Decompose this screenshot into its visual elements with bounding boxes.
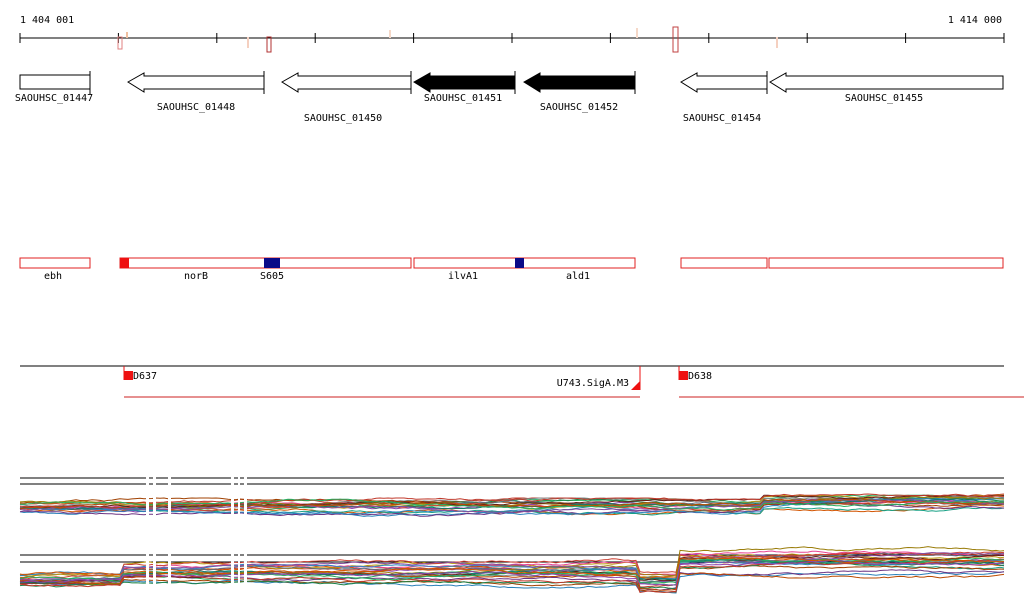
operon-label-norb: norB — [184, 271, 208, 282]
axis-peak — [126, 32, 128, 38]
expression-profile-line — [19, 498, 1005, 513]
segment-label-u743: U743.SigA.M3 — [557, 378, 629, 389]
axis-ticks — [19, 33, 1005, 43]
expression-profile-line — [19, 546, 1005, 585]
operon-box-01455[interactable] — [768, 257, 1004, 269]
expression-profile-line — [19, 494, 1005, 509]
gene-label: SAOUHSC_01454 — [683, 113, 761, 124]
expression-profile-line — [19, 497, 1005, 512]
gene-body — [19, 74, 91, 90]
segment-label-d637: D637 — [133, 371, 157, 382]
operon-label-ilva1: ilvA1 — [448, 271, 478, 282]
expression-profile-line — [19, 551, 1005, 580]
expression-profile-line — [19, 559, 1005, 586]
operon-start-marker — [120, 258, 129, 268]
expression-profile-line — [19, 550, 1005, 583]
gene-arrow — [281, 72, 412, 93]
operon-box-01454[interactable] — [680, 257, 768, 269]
expression-profiles-lower — [19, 546, 1005, 594]
tss-marker-d637[interactable] — [124, 371, 133, 380]
expression-gap — [238, 470, 240, 596]
operon-track: ebh norB S605 ilvA1 ald1 — [19, 257, 1004, 282]
gene-saouhsc-01455[interactable]: SAOUHSC_01455 — [769, 72, 1004, 104]
gene-label: SAOUHSC_01447 — [15, 93, 93, 104]
expression-profile-line — [19, 558, 1005, 580]
gene-label: SAOUHSC_01451 — [424, 93, 502, 104]
axis-peak — [247, 37, 249, 48]
axis-peak — [672, 26, 679, 53]
axis-end-label: 1 414 000 — [948, 15, 1002, 26]
gene-arrow — [127, 72, 265, 93]
operon-box-ebh[interactable] — [19, 257, 91, 269]
expression-profile-line — [19, 498, 1005, 510]
operon-box-ilva1-ald1[interactable] — [413, 257, 636, 269]
expression-gap — [168, 470, 171, 596]
gene-arrow — [413, 72, 516, 93]
axis-peak — [776, 37, 778, 48]
gene-saouhsc-01454[interactable]: SAOUHSC_01454 — [680, 71, 768, 124]
expression-profile-line — [19, 498, 1005, 511]
coordinate-axis: 1 404 001 1 414 000 — [19, 15, 1005, 53]
axis-start-label: 1 404 001 — [20, 15, 74, 26]
axis-peaks — [117, 26, 778, 53]
operon-marker-blue — [515, 258, 524, 268]
segment-label-d638: D638 — [688, 371, 712, 382]
operon-label-s605: S605 — [260, 271, 284, 282]
gene-arrow — [680, 72, 768, 93]
expression-profile-line — [19, 557, 1005, 579]
expression-gap — [146, 470, 149, 596]
gene-saouhsc-01450[interactable]: SAOUHSC_01450 — [281, 71, 412, 124]
gene-saouhsc-01451[interactable]: SAOUHSC_01451 — [413, 71, 516, 104]
expression-profile-line — [19, 551, 1005, 585]
axis-peak — [636, 28, 638, 38]
gene-saouhsc-01447[interactable]: SAOUHSC_01447 — [15, 71, 93, 104]
expression-profiles-upper — [19, 493, 1005, 517]
expression-profile-line — [19, 493, 1004, 509]
expression-gaps — [146, 470, 247, 596]
expression-gap — [244, 470, 247, 596]
axis-peak — [266, 36, 272, 53]
segment-track: D637 U743.SigA.M3 D638 — [20, 365, 1024, 398]
gene-label: SAOUHSC_01450 — [304, 113, 382, 124]
expression-gap — [153, 470, 156, 596]
tss-marker-u743[interactable] — [631, 381, 640, 390]
axis-peak — [117, 36, 123, 50]
expression-gap — [231, 470, 234, 596]
gene-arrow — [769, 72, 1004, 93]
gene-saouhsc-01452[interactable]: SAOUHSC_01452 — [523, 71, 636, 113]
gene-label: SAOUHSC_01448 — [157, 102, 235, 113]
tss-marker-d638[interactable] — [679, 371, 688, 380]
gene-label: SAOUHSC_01452 — [540, 102, 618, 113]
gene-arrow — [523, 72, 636, 93]
gene-label: SAOUHSC_01455 — [845, 93, 923, 104]
operon-label-ald1: ald1 — [566, 271, 590, 282]
expression-profile-line — [19, 564, 1005, 593]
expression-track — [19, 470, 1005, 596]
axis-peak — [389, 30, 391, 38]
gene-saouhsc-01448[interactable]: SAOUHSC_01448 — [127, 71, 265, 113]
expression-profile-line — [20, 499, 1005, 511]
operon-label-ebh: ebh — [44, 271, 62, 282]
operon-marker-s605 — [264, 258, 280, 268]
gene-track: SAOUHSC_01447 SAOUHSC_01448 SAOUHSC_0145… — [15, 71, 1004, 124]
